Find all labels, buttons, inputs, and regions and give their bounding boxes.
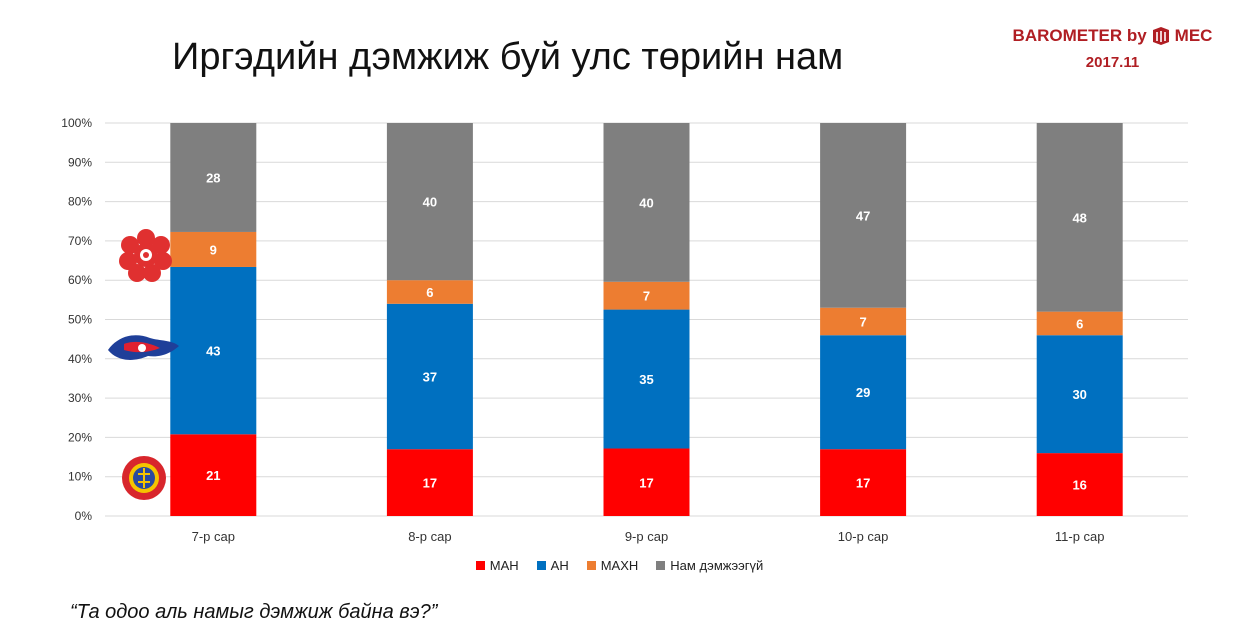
y-tick-label: 70% (68, 234, 92, 248)
bar-segment (170, 266, 257, 435)
bar-segment (170, 123, 257, 232)
bar-segment (603, 309, 690, 449)
legend-label: МАН (489, 558, 519, 573)
data-label: 43 (206, 344, 220, 359)
legend-label: Нам дэмжээгүй (670, 558, 764, 573)
data-label: 9 (210, 242, 217, 257)
brand-line: BAROMETER by MEC (1010, 26, 1215, 46)
bar-segment (603, 281, 690, 310)
bar-segment (1036, 453, 1123, 516)
data-label: 17 (856, 476, 870, 491)
y-tick-label: 100% (61, 116, 92, 130)
bar-segment (386, 123, 473, 281)
data-label: 48 (1072, 210, 1086, 225)
y-tick-label: 40% (68, 352, 92, 366)
red-flower-emblem-icon (119, 229, 172, 282)
data-label: 28 (206, 170, 220, 185)
data-label: 6 (1076, 316, 1083, 331)
x-tick-label: 7-р сар (192, 529, 235, 544)
x-tick-label: 10-р сар (838, 529, 889, 544)
bar-segment (170, 231, 257, 267)
blue-party-emblem-icon (108, 335, 179, 360)
brand-date: 2017.11 (1085, 54, 1140, 71)
brand-suffix: MEC (1174, 26, 1213, 45)
data-label: 40 (423, 195, 437, 210)
survey-question: “Та одоо аль намыг дэмжиж байна вэ?” (70, 601, 438, 623)
data-label: 17 (423, 476, 437, 491)
x-tick-label: 9-р сар (625, 529, 668, 544)
bar-segment (1036, 335, 1123, 454)
bar-segment (386, 449, 473, 516)
legend-swatch (656, 561, 666, 570)
x-tick-label: 8-р сар (408, 529, 451, 544)
brand-block: BAROMETER by MEC 2017.11 (1010, 26, 1215, 71)
chart-legend: МАН АН МАХН Нам дэмжээгүй (0, 558, 1239, 573)
data-label: 17 (639, 475, 653, 490)
legend-item: Нам дэмжээгүй (656, 558, 763, 573)
data-label: 29 (856, 385, 870, 400)
data-label: 40 (639, 195, 653, 210)
soyombo-emblem-icon (122, 456, 166, 500)
bar-segment (603, 123, 690, 282)
data-label: 7 (643, 289, 650, 304)
legend-label: МАХН (600, 558, 639, 573)
legend-item: МАХН (586, 558, 639, 573)
bar-segment (170, 434, 257, 516)
bar-segment (820, 307, 907, 336)
bar-segment (820, 449, 907, 516)
y-tick-label: 80% (68, 195, 92, 209)
data-label: 7 (859, 314, 866, 329)
data-label: 35 (639, 372, 653, 387)
data-label: 6 (426, 285, 433, 300)
y-tick-label: 90% (68, 155, 92, 169)
y-tick-label: 30% (68, 391, 92, 405)
legend-swatch (586, 561, 596, 570)
x-tick-label: 11-р сар (1055, 529, 1105, 544)
y-tick-label: 50% (68, 313, 92, 327)
bar-segment (603, 448, 690, 516)
bar-segment (1036, 311, 1123, 336)
bar-segment (386, 303, 473, 450)
y-tick-label: 0% (75, 509, 93, 523)
y-tick-label: 20% (68, 430, 92, 444)
bar-segment (820, 335, 907, 450)
brand-text: BAROMETER by (1012, 26, 1147, 45)
mec-logo-icon (1152, 27, 1169, 45)
data-label: 47 (856, 208, 870, 223)
legend-label: АН (550, 558, 569, 573)
bar-segment (820, 123, 907, 308)
chart-title: Иргэдийн дэмжиж буй улс төрийн нам (172, 36, 844, 78)
y-tick-label: 10% (68, 470, 92, 484)
bar-segment (1036, 123, 1123, 312)
legend-swatch (536, 561, 546, 570)
y-tick-label: 60% (68, 273, 92, 287)
data-label: 37 (423, 369, 437, 384)
legend-item: АН (536, 558, 569, 573)
data-label: 30 (1072, 387, 1086, 402)
legend-swatch (475, 561, 485, 570)
data-label: 16 (1072, 478, 1086, 493)
bar-segment (386, 280, 473, 304)
data-label: 21 (206, 468, 220, 483)
legend-item: МАН (475, 558, 519, 573)
